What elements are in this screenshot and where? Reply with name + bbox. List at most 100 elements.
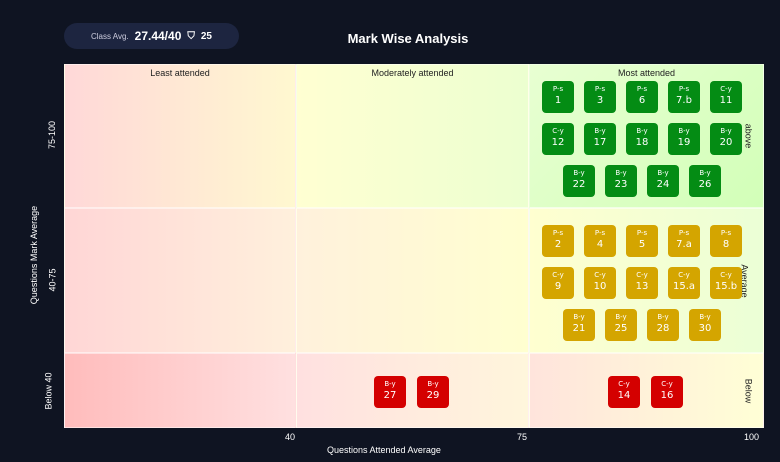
question-number: 21 bbox=[572, 323, 586, 334]
question-tile[interactable]: P-s 7.b bbox=[668, 81, 700, 113]
subject-code: B-y bbox=[678, 127, 690, 135]
subject-code: B-y bbox=[615, 169, 627, 177]
question-number: 29 bbox=[426, 389, 440, 401]
subject-code: P-s bbox=[594, 229, 606, 237]
question-tile[interactable]: B-y 19 bbox=[668, 123, 700, 155]
class-average-pill: Class Avg. 27.44/40 ⛉ 25 bbox=[64, 23, 239, 49]
question-tile[interactable]: B-y 17 bbox=[584, 123, 616, 155]
row-label: Below bbox=[743, 378, 754, 403]
question-tile[interactable]: P-s 5 bbox=[626, 225, 658, 257]
question-tile[interactable]: B-y 27 bbox=[374, 375, 406, 408]
question-tile[interactable]: B-y 24 bbox=[647, 165, 679, 197]
question-number: 14 bbox=[617, 389, 631, 401]
question-number: 12 bbox=[551, 137, 565, 148]
question-tile[interactable]: B-y 22 bbox=[563, 165, 595, 197]
question-tile[interactable]: C-y 15.b bbox=[710, 267, 742, 299]
column-header: Least attended bbox=[150, 68, 210, 78]
x-axis-label: Questions Attended Average bbox=[327, 445, 441, 455]
y-tick: 40-75 bbox=[47, 268, 58, 292]
question-tile[interactable]: B-y 26 bbox=[689, 165, 721, 197]
subject-code: B-y bbox=[615, 313, 627, 321]
question-number: 13 bbox=[635, 281, 649, 292]
question-tile[interactable]: C-y 9 bbox=[542, 267, 574, 299]
question-tile[interactable]: B-y 18 bbox=[626, 123, 658, 155]
subject-code: P-s bbox=[552, 85, 564, 93]
x-tick: 40 bbox=[285, 432, 296, 442]
subject-code: B-y bbox=[699, 169, 711, 177]
question-tile[interactable]: B-y 29 bbox=[417, 375, 449, 408]
question-tile[interactable]: C-y 12 bbox=[542, 123, 574, 155]
question-number: 30 bbox=[698, 323, 712, 334]
question-tile[interactable]: B-y 30 bbox=[689, 309, 721, 341]
question-tile[interactable]: P-s 8 bbox=[710, 225, 742, 257]
question-tile[interactable]: C-y 13 bbox=[626, 267, 658, 299]
y-tick: 75-100 bbox=[47, 120, 58, 150]
grid-cell: Least attended bbox=[64, 64, 296, 208]
x-tick: 100 bbox=[744, 432, 760, 442]
subject-code: P-s bbox=[594, 85, 606, 93]
page-title: Mark Wise Analysis bbox=[347, 31, 469, 46]
column-header: Most attended bbox=[617, 68, 676, 78]
subject-code: B-y bbox=[427, 379, 439, 388]
subject-code: C-y bbox=[552, 127, 564, 135]
question-tile[interactable]: B-y 23 bbox=[605, 165, 637, 197]
subject-code: B-y bbox=[657, 169, 669, 177]
subject-code: P-s bbox=[636, 85, 648, 93]
question-number: 2 bbox=[554, 239, 562, 250]
question-number: 7.b bbox=[676, 95, 692, 106]
question-tile[interactable]: B-y 20 bbox=[710, 123, 742, 155]
question-tile[interactable]: B-y 25 bbox=[605, 309, 637, 341]
y-tick: Below 40 bbox=[43, 372, 54, 410]
class-avg-label: Class Avg. bbox=[91, 31, 129, 41]
class-avg-value: 27.44/40 bbox=[134, 29, 182, 43]
question-tile[interactable]: B-y 21 bbox=[563, 309, 595, 341]
subject-code: B-y bbox=[636, 127, 648, 135]
subject-code: C-y bbox=[594, 271, 606, 279]
subject-code: B-y bbox=[720, 127, 732, 135]
question-number: 24 bbox=[656, 179, 670, 190]
question-number: 17 bbox=[593, 137, 607, 148]
subject-code: P-s bbox=[552, 229, 564, 237]
subject-code: P-s bbox=[720, 229, 732, 237]
subject-code: C-y bbox=[720, 85, 732, 93]
grid-cell: B-y 27 B-y 29 bbox=[296, 353, 529, 428]
subject-code: B-y bbox=[657, 313, 669, 321]
question-tile[interactable]: P-s 1 bbox=[542, 81, 574, 113]
question-tile[interactable]: P-s 2 bbox=[542, 225, 574, 257]
question-tile[interactable]: C-y 10 bbox=[584, 267, 616, 299]
question-number: 15.b bbox=[714, 281, 738, 292]
subject-code: B-y bbox=[699, 313, 711, 321]
students-icon: ⛉ bbox=[187, 30, 195, 42]
question-number: 23 bbox=[614, 179, 628, 190]
subject-code: P-s bbox=[636, 229, 648, 237]
question-number: 1 bbox=[554, 95, 562, 106]
grid-cell: Average P-s 2 P-s 4 P-s 5 P-s 7.a P-s 8 C-y 9 C-y 10 C-… bbox=[529, 208, 764, 353]
question-number: 26 bbox=[698, 179, 712, 190]
question-tile[interactable]: P-s 4 bbox=[584, 225, 616, 257]
grid-cell bbox=[64, 353, 296, 428]
subject-code: C-y bbox=[678, 271, 690, 279]
question-number: 8 bbox=[722, 239, 730, 250]
question-number: 9 bbox=[554, 281, 562, 292]
subject-code: B-y bbox=[384, 379, 396, 388]
question-tile[interactable]: C-y 16 bbox=[651, 375, 683, 408]
grid-cell bbox=[296, 208, 529, 353]
subject-code: C-y bbox=[552, 271, 564, 279]
question-tile[interactable]: P-s 7.a bbox=[668, 225, 700, 257]
question-number: 18 bbox=[635, 137, 649, 148]
question-tile[interactable]: C-y 11 bbox=[710, 81, 742, 113]
grid-cell: Most attended above P-s 1 P-s 3 P-s 6 P-s 7.b C-y 1… bbox=[529, 64, 764, 208]
subject-code: C-y bbox=[720, 271, 732, 279]
question-number: 15.a bbox=[672, 281, 696, 292]
question-tile[interactable]: C-y 15.a bbox=[668, 267, 700, 299]
question-tile[interactable]: B-y 28 bbox=[647, 309, 679, 341]
question-number: 11 bbox=[719, 95, 733, 106]
subject-code: B-y bbox=[573, 169, 585, 177]
question-number: 28 bbox=[656, 323, 670, 334]
question-tile[interactable]: P-s 3 bbox=[584, 81, 616, 113]
question-tile[interactable]: C-y 14 bbox=[608, 375, 640, 408]
grid-cell bbox=[64, 208, 296, 353]
student-count: 25 bbox=[200, 30, 212, 42]
question-tile[interactable]: P-s 6 bbox=[626, 81, 658, 113]
subject-code: B-y bbox=[594, 127, 606, 135]
